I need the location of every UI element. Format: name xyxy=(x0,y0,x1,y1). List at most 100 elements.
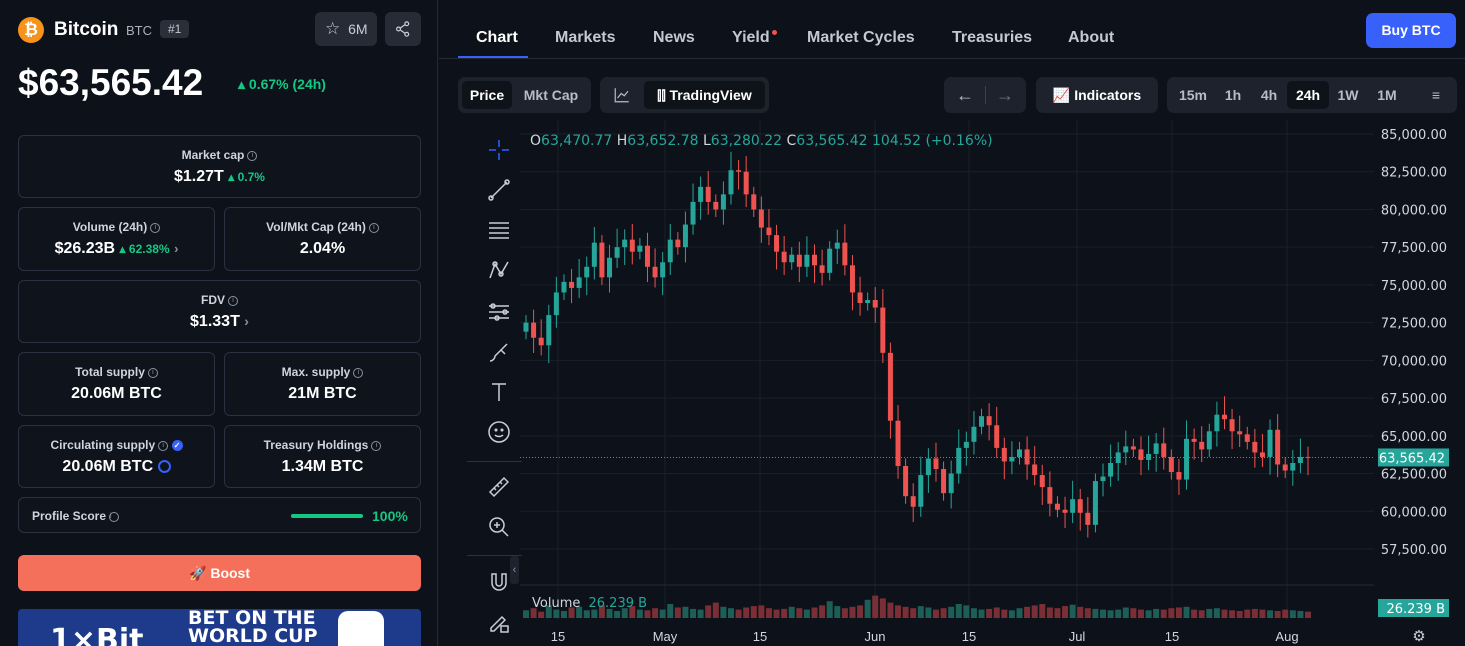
candle-body xyxy=(637,245,643,252)
candle-body xyxy=(781,251,787,263)
interval-4h[interactable]: 4h xyxy=(1260,87,1278,103)
interval-24h[interactable]: 24h xyxy=(1287,81,1329,109)
candle-body xyxy=(576,277,582,288)
info-icon[interactable]: i xyxy=(371,440,382,451)
trend-line-tool[interactable] xyxy=(487,178,511,202)
volume-bar xyxy=(1267,610,1274,618)
candlestick-chart[interactable]: 85,000.00 82,500.00 80,000.00 77,500.00 75,0… xyxy=(439,0,1465,646)
candle-body xyxy=(834,242,840,249)
volume-bar xyxy=(872,595,879,618)
info-icon[interactable]: i xyxy=(247,150,258,161)
volume-bar xyxy=(963,605,970,618)
tab-treasuries[interactable]: Treasuries xyxy=(952,29,1033,46)
volume-bar xyxy=(970,608,977,618)
line-chart-button[interactable] xyxy=(604,81,640,109)
volume-bar xyxy=(1069,604,1076,618)
volume-bar xyxy=(629,606,636,618)
volume-bar xyxy=(553,609,560,618)
tab-yield[interactable]: Yield xyxy=(732,29,770,46)
volume-bar xyxy=(1251,608,1258,618)
magnet-tool[interactable] xyxy=(487,570,511,594)
interval-1h[interactable]: 1h xyxy=(1224,87,1242,103)
last-volume-label: 26.239 B xyxy=(1386,602,1445,617)
zoom-tool[interactable] xyxy=(487,515,511,539)
emoji-tool[interactable] xyxy=(487,420,511,444)
volume-bar xyxy=(925,607,932,618)
candle-body xyxy=(933,458,939,470)
info-icon[interactable]: i xyxy=(150,222,161,233)
fdv-card[interactable]: FDV i $1.33T › xyxy=(18,280,421,343)
info-icon[interactable]: i xyxy=(158,440,169,451)
interval-toggle: 15m 1h 4h 24h 1W 1M ≡ xyxy=(1167,77,1457,113)
redo-button[interactable]: → xyxy=(988,81,1022,109)
candle-body xyxy=(941,469,947,494)
volume-legend-value: 26.239 B xyxy=(588,596,648,611)
y-tick-label: 65,000.00 xyxy=(1381,430,1447,445)
volume-bar xyxy=(591,609,598,618)
interval-1w[interactable]: 1W xyxy=(1337,87,1359,103)
info-icon[interactable]: i xyxy=(147,367,158,378)
candle-body xyxy=(569,281,575,288)
ad-banner[interactable]: 1×Bit BET ON THE WORLD CUP xyxy=(18,609,421,646)
interval-1m[interactable]: 1M xyxy=(1377,87,1397,103)
total-supply-value: 20.06M BTC xyxy=(71,385,162,402)
volume-bar xyxy=(849,606,856,618)
info-icon[interactable]: i xyxy=(228,295,238,306)
volume-bar xyxy=(887,602,894,618)
prediction-tool[interactable] xyxy=(487,300,511,324)
info-icon[interactable]: i xyxy=(368,222,379,233)
fib-tool[interactable] xyxy=(487,218,511,242)
pattern-icon xyxy=(489,261,509,279)
info-icon[interactable]: i xyxy=(109,511,120,522)
volume-bar xyxy=(917,606,924,618)
y-tick-label: 77,500.00 xyxy=(1381,241,1447,256)
tab-markets[interactable]: Markets xyxy=(555,29,616,46)
total-supply-label-text: Total supply xyxy=(75,365,145,379)
chart-settings-button[interactable]: ≡ xyxy=(1421,81,1451,109)
price-toggle[interactable]: Price xyxy=(462,81,512,109)
volume-bar xyxy=(1100,609,1107,618)
candle-body xyxy=(1259,452,1265,457)
profile-score-bar xyxy=(291,514,363,518)
interval-15m[interactable]: 15m xyxy=(1178,87,1208,103)
tradingview-button[interactable]: ⫿⫿ TradingView xyxy=(644,81,765,109)
fdv-label: FDV i xyxy=(19,293,420,307)
coin-info-panel: ₿ Bitcoin BTC #1 ☆ 6M $63,565.42 ▴ 0.67%… xyxy=(0,0,438,646)
tab-news[interactable]: News xyxy=(653,29,695,46)
measure-tool[interactable] xyxy=(487,475,511,499)
horizontal-lines-icon xyxy=(489,222,509,239)
undo-button[interactable]: ← xyxy=(948,81,982,109)
tab-chart[interactable]: Chart xyxy=(476,29,518,46)
text-tool[interactable] xyxy=(487,380,511,404)
mktcap-toggle[interactable]: Mkt Cap xyxy=(523,87,579,103)
tab-market-cycles[interactable]: Market Cycles xyxy=(807,29,915,46)
brush-tool[interactable] xyxy=(487,340,511,364)
watchlist-button[interactable]: ☆ 6M xyxy=(315,12,377,46)
total-supply-card: Total supply i 20.06M BTC xyxy=(18,352,215,416)
tradingview-label: TradingView xyxy=(669,87,752,103)
boost-button[interactable]: 🚀 Boost xyxy=(18,555,421,591)
volume-bar xyxy=(750,606,757,618)
indicators-button[interactable]: 📈 Indicators xyxy=(1036,77,1158,113)
pattern-tool[interactable] xyxy=(487,258,511,282)
volume-card[interactable]: Volume (24h) i $26.23B ▴ 62.38% › xyxy=(18,207,215,271)
volume-label-text: Volume (24h) xyxy=(72,220,148,234)
candle-body xyxy=(1221,414,1227,420)
tab-about[interactable]: About xyxy=(1068,29,1115,46)
volume-bar xyxy=(993,607,1000,618)
info-icon[interactable]: i xyxy=(353,367,364,378)
candle-body xyxy=(1168,456,1174,473)
volume-bar xyxy=(811,607,818,618)
brush-icon xyxy=(489,343,508,362)
candle-body xyxy=(887,352,893,421)
buy-button[interactable]: Buy BTC xyxy=(1366,13,1456,48)
candle-body xyxy=(849,265,855,293)
crosshair-tool[interactable] xyxy=(487,138,511,162)
candle-body xyxy=(865,300,871,304)
candle-body xyxy=(1115,452,1121,463)
lock-tool[interactable] xyxy=(487,610,511,634)
toolbar-collapse-button[interactable]: ‹ xyxy=(510,556,519,584)
line-chart-icon xyxy=(614,88,629,103)
settings-button[interactable]: ⚙ xyxy=(1409,627,1429,645)
share-button[interactable] xyxy=(385,12,421,46)
